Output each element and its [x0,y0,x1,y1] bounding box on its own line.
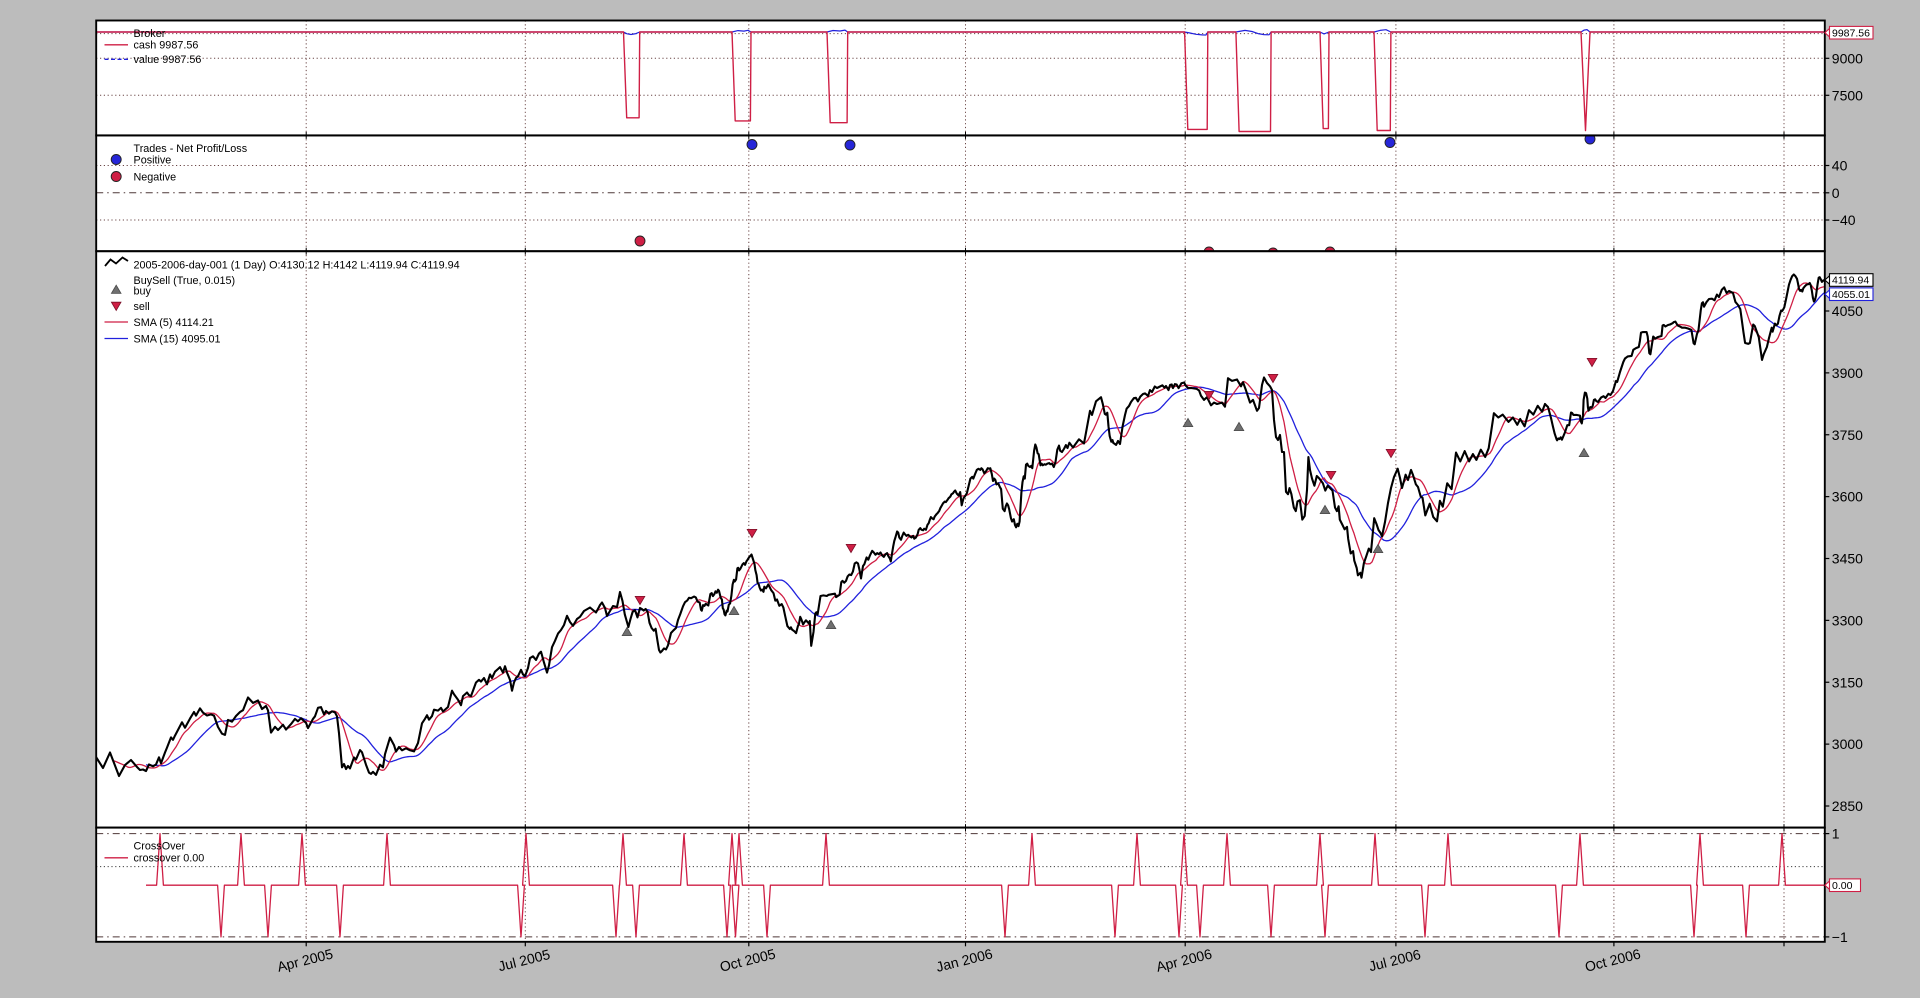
svg-text:3300: 3300 [1832,612,1863,628]
svg-text:3750: 3750 [1832,427,1863,443]
svg-text:3450: 3450 [1832,551,1863,567]
svg-text:−40: −40 [1832,212,1856,228]
svg-text:sell: sell [134,301,150,313]
svg-text:3150: 3150 [1832,674,1863,690]
svg-text:BuySell (True, 0.015): BuySell (True, 0.015) [134,275,236,287]
svg-text:9987.56: 9987.56 [1832,27,1870,39]
svg-text:−1: −1 [1832,929,1848,945]
svg-text:1: 1 [1832,826,1840,842]
svg-text:0: 0 [1832,185,1840,201]
svg-text:4050: 4050 [1832,303,1863,319]
svg-text:Broker: Broker [134,28,166,40]
svg-text:2850: 2850 [1832,798,1863,814]
svg-text:Positive: Positive [134,154,172,166]
svg-text:4119.94: 4119.94 [1832,275,1869,287]
svg-text:CrossOver: CrossOver [134,841,186,853]
svg-text:3600: 3600 [1832,489,1863,505]
svg-text:0.00: 0.00 [1832,880,1853,892]
svg-text:value 9987.56: value 9987.56 [134,54,202,66]
svg-text:7500: 7500 [1832,87,1863,103]
svg-text:cash 9987.56: cash 9987.56 [134,40,199,52]
svg-text:3000: 3000 [1832,736,1863,752]
svg-text:Trades - Net Profit/Loss: Trades - Net Profit/Loss [134,143,248,155]
svg-text:Negative: Negative [134,171,177,183]
svg-text:3900: 3900 [1832,365,1863,381]
svg-text:crossover 0.00: crossover 0.00 [134,853,205,865]
svg-text:4055.01: 4055.01 [1832,289,1870,301]
svg-text:SMA (5) 4114.21: SMA (5) 4114.21 [134,317,214,329]
svg-text:buy: buy [134,285,152,297]
svg-text:40: 40 [1832,158,1848,174]
svg-text:9000: 9000 [1832,50,1863,66]
svg-text:SMA (15) 4095.01: SMA (15) 4095.01 [134,333,221,345]
svg-text:2005-2006-day-001 (1 Day) O:41: 2005-2006-day-001 (1 Day) O:4130.12 H:41… [134,259,460,271]
